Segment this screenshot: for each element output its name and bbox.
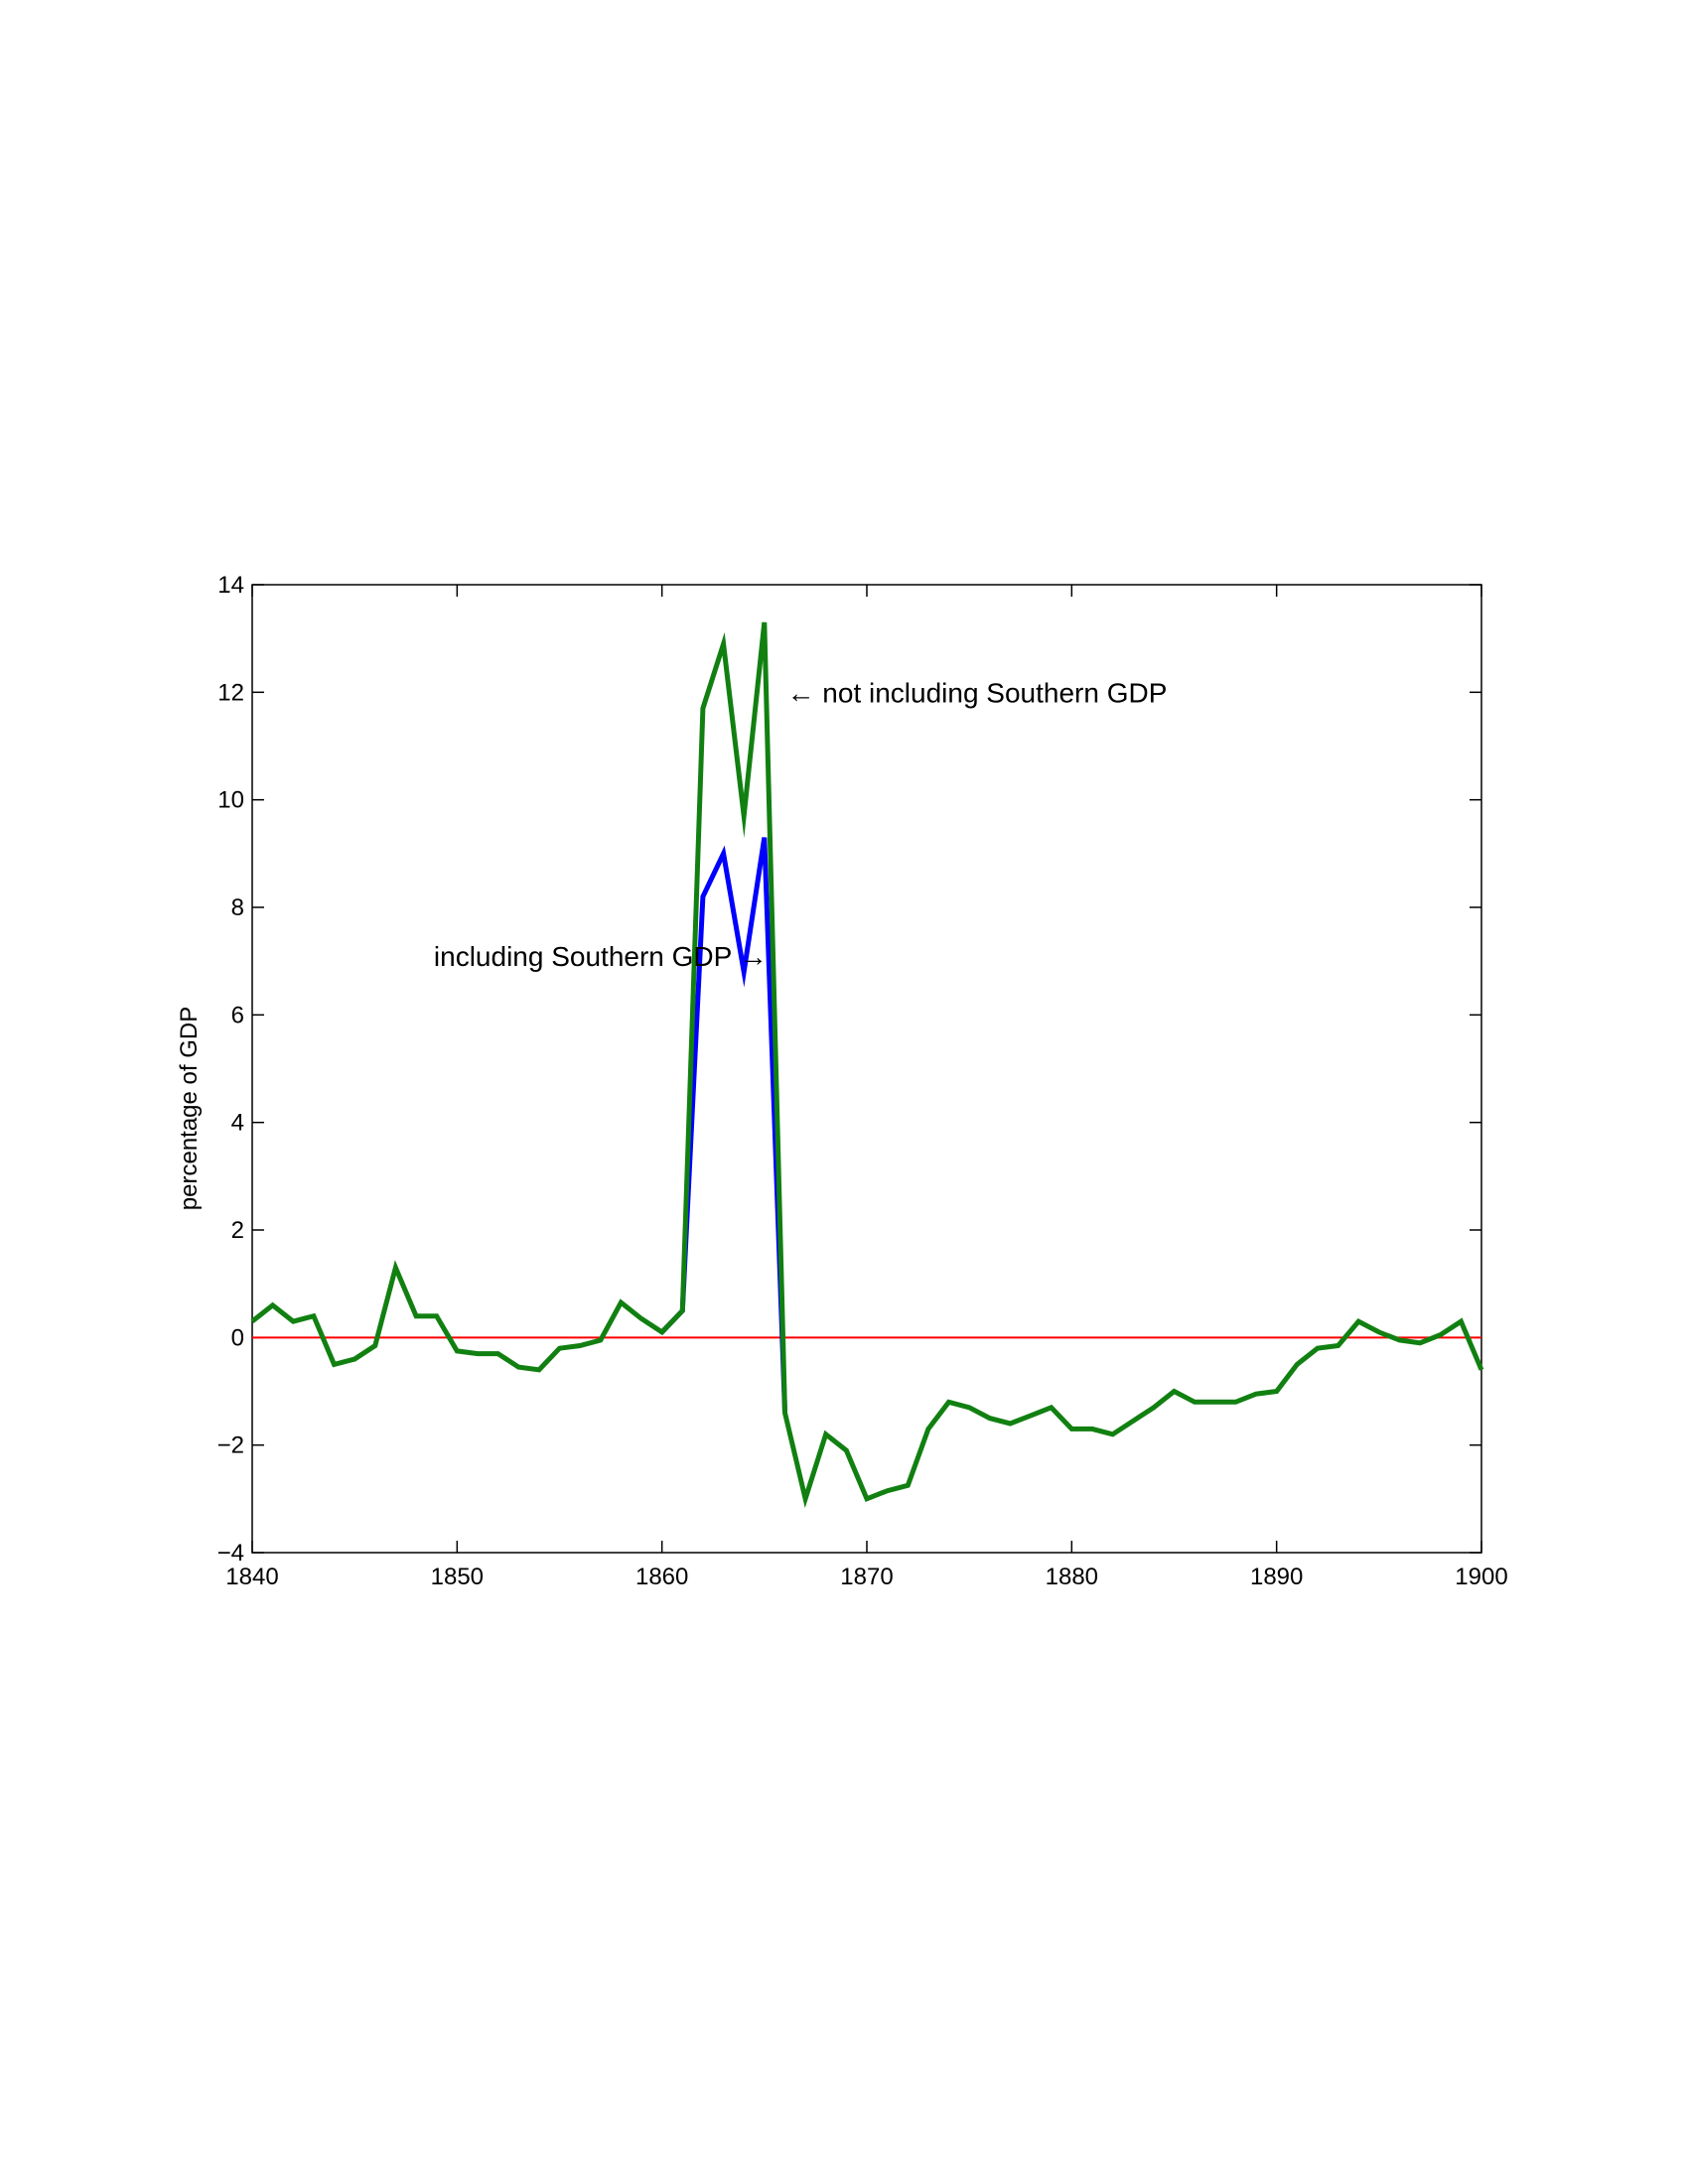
series-layer [250,621,1484,1509]
y-tick-label: −4 [217,1540,244,1567]
y-axis-label: percentage of GDP [176,1007,203,1210]
y-tick-label: 10 [217,787,244,814]
x-tick-label: 1850 [431,1564,484,1590]
x-tick-label: 1860 [635,1564,688,1590]
y-tick-label: 2 [231,1217,244,1244]
y-tick-label: 4 [231,1110,244,1137]
y-tick-label: 14 [217,572,244,599]
plot-area [250,584,1484,1554]
x-tick-label: 1880 [1046,1564,1098,1590]
axis-labels: 1840 1850 1860 1870 1880 1890 1900 −4 −2 0 2 4 6 8 10 1… [176,572,1508,1590]
y-tick-label: 8 [231,894,244,921]
annotation-label: ← not including Southern GDP [787,677,1168,708]
y-tick-label: 12 [217,679,244,706]
annotation-label: including Southern GDP → [434,941,768,972]
y-tick-label: −2 [217,1433,244,1459]
y-tick-label: 0 [231,1324,244,1351]
y-tick-label: 6 [231,1002,244,1028]
x-tick-label: 1890 [1250,1564,1303,1590]
axis-ticks [251,584,1482,1554]
x-tick-label: 1840 [225,1564,278,1590]
series-line-not-including-southern [250,621,1484,1509]
annotations: ← not including Southern GDP including So… [434,677,1167,971]
x-tick-label: 1900 [1455,1564,1507,1590]
x-tick-label: 1870 [840,1564,893,1590]
